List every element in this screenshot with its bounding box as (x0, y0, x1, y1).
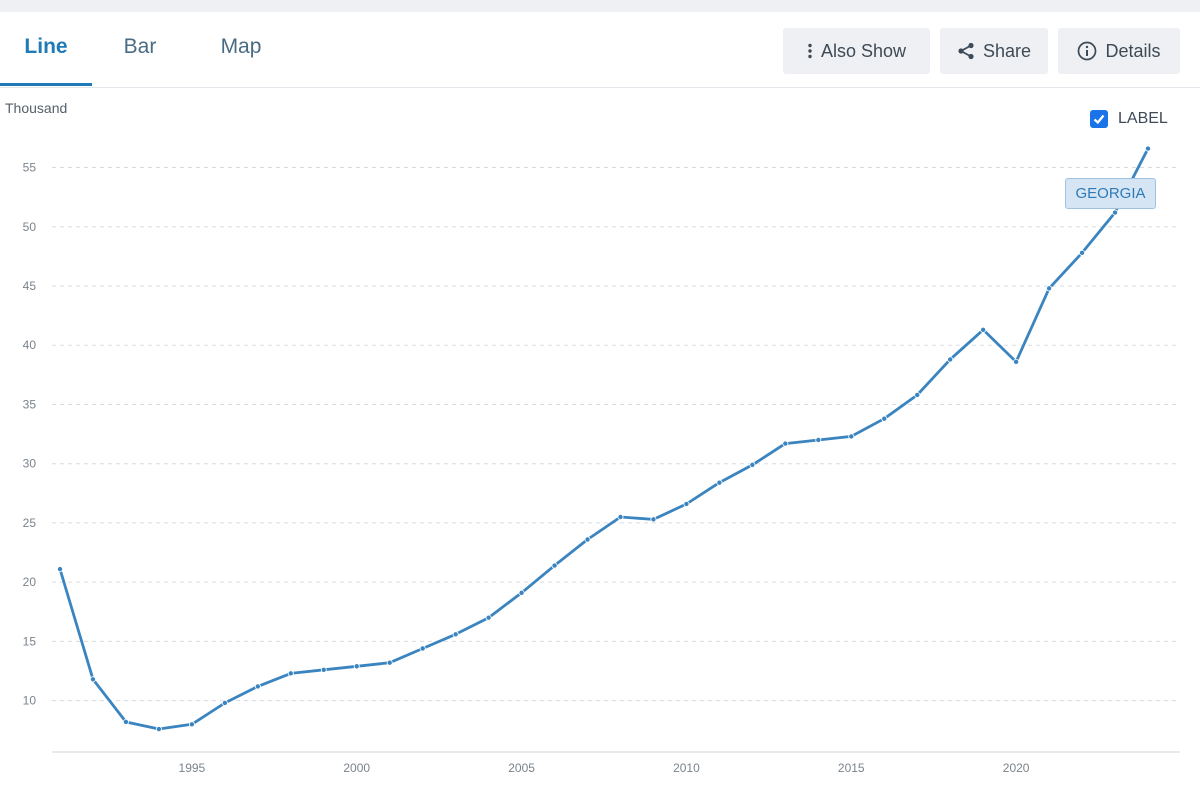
data-point (320, 666, 327, 673)
y-tick-label: 20 (23, 575, 37, 589)
data-point (551, 562, 558, 569)
data-point (254, 683, 261, 690)
y-tick-label: 30 (23, 457, 37, 471)
share-button[interactable]: Share (940, 28, 1048, 74)
y-tick-label: 55 (23, 161, 37, 175)
series-label-georgia: GEORGIA (1065, 178, 1156, 209)
label-toggle-text: LABEL (1118, 110, 1168, 127)
data-point (386, 659, 393, 666)
also-show-label: Also Show (820, 41, 907, 61)
data-point (650, 516, 657, 523)
details-label: Details (1105, 41, 1161, 61)
data-point (881, 415, 888, 422)
x-tick-label: 1995 (179, 761, 206, 775)
y-tick-label: 35 (23, 397, 37, 411)
x-tick-label: 2015 (838, 761, 865, 775)
also-show-button[interactable]: Also Show (783, 28, 930, 74)
data-point (617, 514, 624, 521)
data-point (1079, 249, 1086, 256)
label-toggle[interactable]: LABEL (1090, 110, 1168, 128)
y-tick-label: 50 (23, 220, 37, 234)
data-point (683, 500, 690, 507)
data-point (1013, 358, 1020, 365)
data-point (782, 440, 789, 447)
view-tabbar: Line Bar Map Also Show (0, 12, 1200, 88)
tab-line[interactable]: Line (0, 12, 92, 86)
data-point (155, 726, 162, 733)
y-tick-label: 25 (23, 516, 37, 530)
label-checkbox[interactable] (1090, 110, 1108, 128)
data-point (1145, 145, 1152, 152)
top-strip (0, 0, 1200, 12)
data-point (188, 721, 195, 728)
y-tick-label: 10 (23, 694, 37, 708)
details-button[interactable]: Details (1058, 28, 1180, 74)
data-point (584, 536, 591, 543)
y-axis-unit-label: Thousand (5, 100, 68, 116)
info-icon (1077, 41, 1097, 61)
data-point (749, 461, 756, 468)
share-icon (957, 42, 975, 60)
x-tick-label: 2010 (673, 761, 700, 775)
data-point (122, 718, 129, 725)
x-tick-label: 2020 (1003, 761, 1030, 775)
y-tick-label: 40 (23, 338, 37, 352)
data-point (57, 566, 64, 573)
tab-map[interactable]: Map (220, 35, 262, 58)
share-label: Share (982, 41, 1032, 61)
data-point (221, 699, 228, 706)
vertical-dots-icon (807, 43, 813, 59)
data-point (1046, 285, 1053, 292)
checkmark-icon (1093, 114, 1105, 125)
data-point (1112, 209, 1119, 216)
data-point (419, 645, 426, 652)
series-line-georgia (58, 147, 1150, 731)
data-point (518, 589, 525, 596)
data-point (452, 631, 459, 638)
data-point (815, 436, 822, 443)
data-point (848, 433, 855, 440)
data-point (89, 676, 96, 683)
data-point (353, 663, 360, 670)
data-point (287, 670, 294, 677)
y-tick-label: 15 (23, 634, 37, 648)
data-point (980, 326, 987, 333)
data-point (947, 356, 954, 363)
data-point (914, 391, 921, 398)
tab-bar[interactable]: Bar (123, 35, 157, 58)
x-tick-label: 2000 (343, 761, 370, 775)
y-tick-label: 45 (23, 279, 37, 293)
data-point (716, 479, 723, 486)
data-point (485, 614, 492, 621)
x-tick-label: 2005 (508, 761, 535, 775)
